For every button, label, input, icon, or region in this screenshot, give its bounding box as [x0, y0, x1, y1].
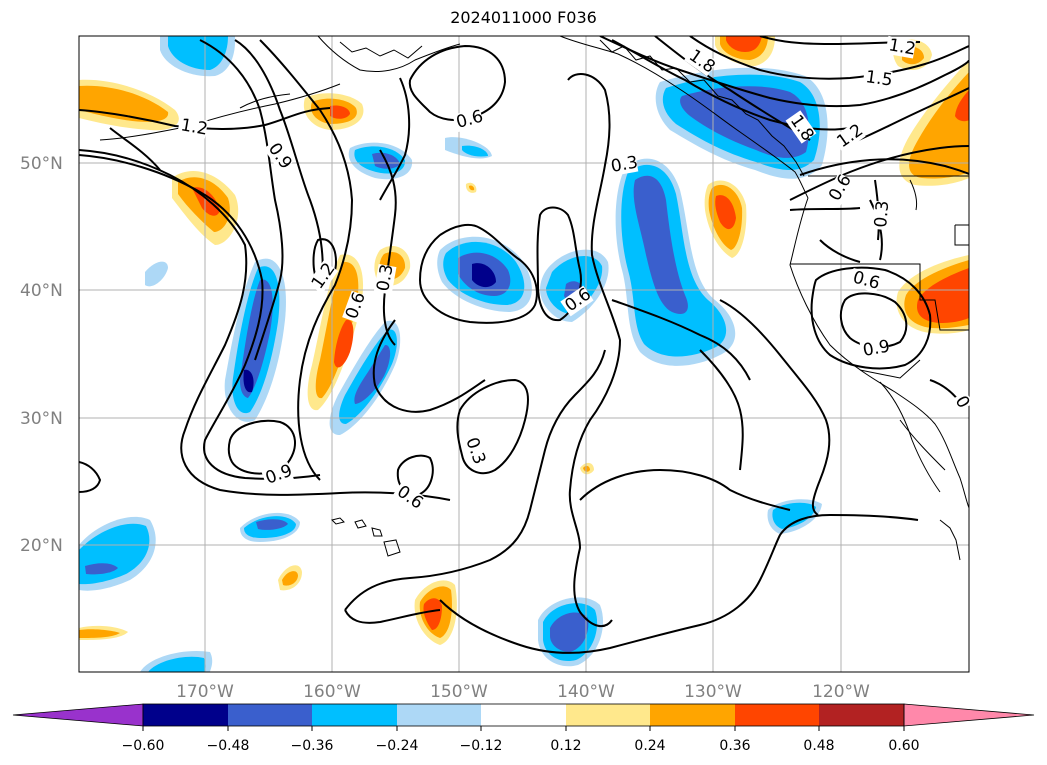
colorbar-segment	[735, 704, 819, 726]
colorbar-extend-high	[903, 703, 1035, 727]
colorbar-tick-label: 0.36	[719, 738, 750, 754]
map-area	[79, 36, 969, 672]
colorbar-segment	[397, 704, 481, 726]
lon-label: 120°W	[812, 682, 870, 702]
lat-label: 50°N	[20, 154, 63, 174]
colorbar-segment	[228, 704, 312, 726]
colorbar-tick-label: −0.60	[122, 738, 165, 754]
contour-label: 0.3	[609, 153, 639, 177]
colorbar-tick-label: 0.12	[550, 738, 581, 754]
map-border	[78, 35, 970, 673]
colorbar: −0.60 −0.48 −0.36 −0.24 −0.12 0.12 0.24 …	[12, 703, 1035, 754]
colorbar-segment	[481, 704, 566, 726]
contour-label: 0.9	[861, 337, 891, 361]
lon-label: 170°W	[176, 682, 234, 702]
coastlines	[99, 36, 969, 561]
lat-label: 30°N	[20, 409, 63, 429]
anomaly-shading	[79, 36, 969, 672]
colorbar-segment	[312, 704, 397, 726]
colorbar-tick-label: 0.48	[803, 738, 834, 754]
lon-label: 160°W	[303, 682, 361, 702]
graticule	[79, 36, 969, 672]
colorbar-tick-label: 0.60	[888, 738, 919, 754]
contour-labels: 1.2 0.9 0.6 0.3 1.2 0.6 0.3 0.6 0.9 0.3 …	[177, 35, 973, 514]
longitude-labels: 170°W 160°W 150°W 140°W 130°W 120°W	[176, 682, 870, 702]
colorbar-segment	[819, 704, 904, 726]
contour-label: 1.5	[864, 67, 894, 91]
lat-label: 40°N	[20, 281, 63, 301]
page-title: 2024011000 F036	[450, 8, 597, 27]
colorbar-segment	[143, 704, 228, 726]
latitude-labels: 50°N 40°N 30°N 20°N	[20, 154, 63, 556]
lon-label: 130°W	[684, 682, 742, 702]
colorbar-tick-label: −0.24	[376, 738, 419, 754]
colorbar-segment	[650, 704, 735, 726]
colorbar-tick-label: 0.24	[634, 738, 665, 754]
colorbar-extend-low	[12, 703, 144, 727]
contours	[79, 36, 969, 654]
colorbar-tick-label: −0.36	[291, 738, 334, 754]
contour-label: 1.2	[179, 115, 209, 139]
lon-label: 150°W	[430, 682, 488, 702]
colorbar-tick-label: −0.48	[207, 738, 250, 754]
contour-label: 0.3	[871, 200, 893, 229]
contour-label: 0.3	[373, 263, 397, 293]
lat-label: 20°N	[20, 536, 63, 556]
colorbar-segment	[566, 704, 650, 726]
contour-label: 1.2	[887, 35, 917, 59]
lon-label: 140°W	[557, 682, 615, 702]
colorbar-tick-label: −0.12	[460, 738, 503, 754]
